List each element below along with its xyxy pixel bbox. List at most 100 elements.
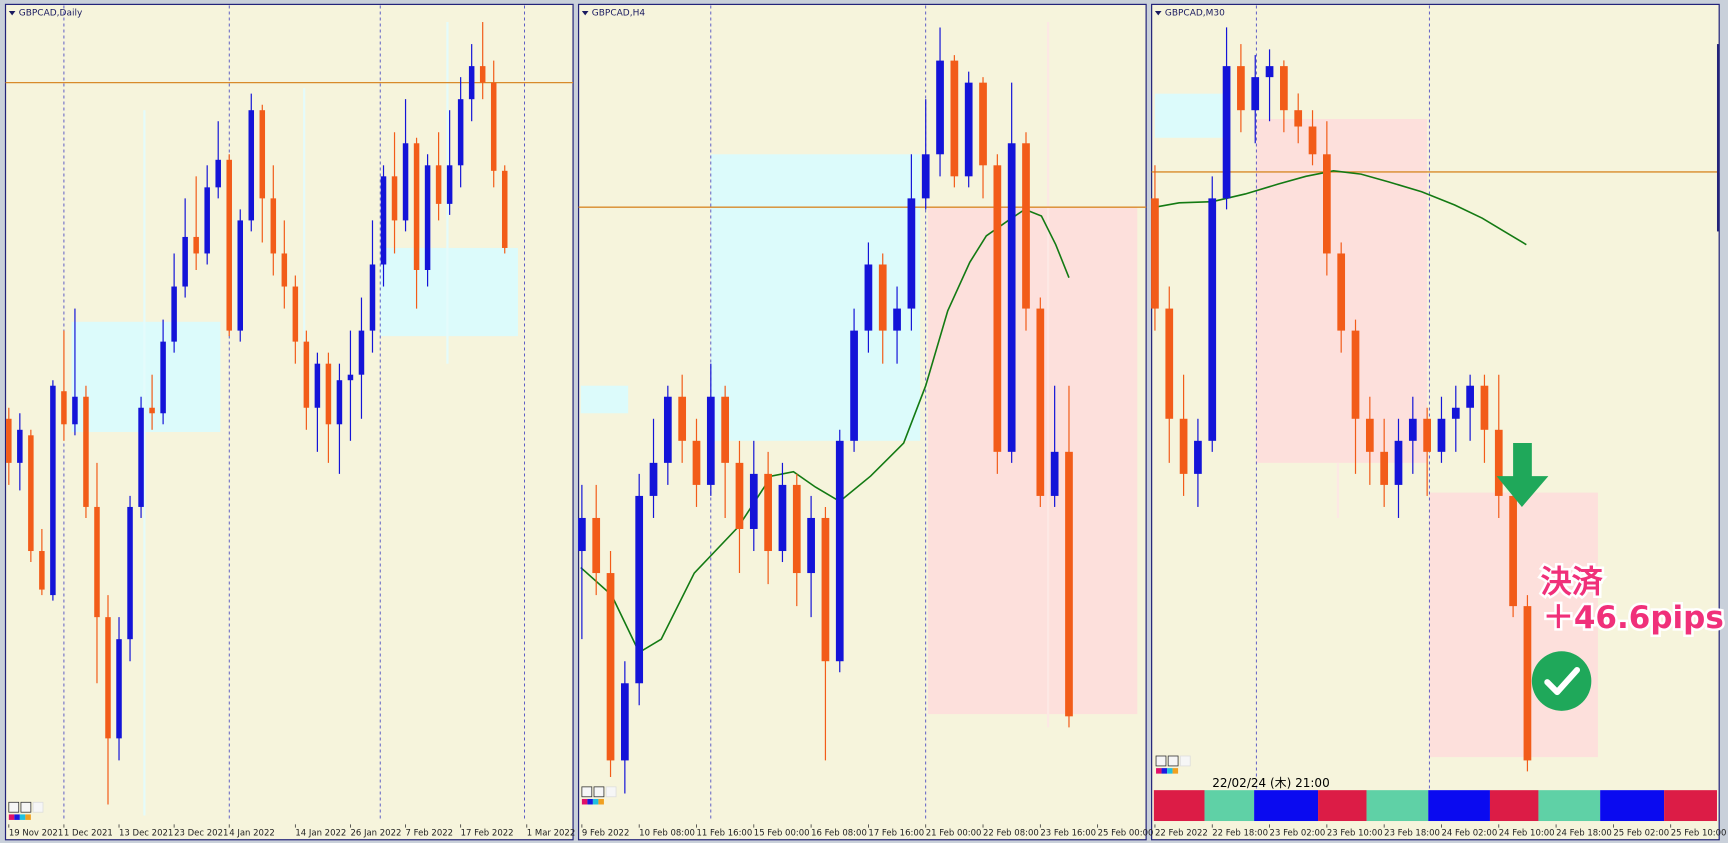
candle-body	[878, 264, 887, 331]
candle-body	[446, 165, 453, 204]
candle-body	[435, 165, 442, 204]
candle-body	[893, 308, 901, 331]
candle-body	[921, 154, 930, 199]
x-tick-label: 22 Feb 2022	[1155, 829, 1208, 839]
x-tick-label: 23 Feb 18:00	[1384, 829, 1440, 839]
x-tick-label: 16 Feb 08:00	[811, 829, 867, 839]
candle-body	[1466, 385, 1474, 408]
x-tick-label: 17 Feb 2022	[461, 829, 514, 839]
candle-body	[1408, 418, 1417, 441]
candle-body	[83, 396, 89, 507]
zone	[380, 247, 518, 337]
candle-body	[1423, 418, 1431, 452]
candle-body	[1437, 418, 1446, 452]
candle-body	[1179, 418, 1188, 474]
candle-body	[950, 60, 959, 177]
candle-body	[160, 341, 166, 414]
candle-body	[778, 484, 787, 552]
x-tick-label: 23 Feb 16:00	[1040, 829, 1096, 839]
x-tick-label: 15 Feb 00:00	[754, 829, 810, 839]
candle-body	[764, 473, 772, 552]
x-tick-label: 23 Feb 02:00	[1270, 829, 1326, 839]
candle-body	[391, 176, 398, 221]
candle-body	[1337, 253, 1346, 331]
candle-body	[1351, 330, 1360, 419]
candle-body	[215, 159, 221, 188]
candle-body	[50, 385, 56, 596]
candle-body	[259, 110, 266, 199]
candle-body	[39, 551, 45, 590]
moving-average	[580, 208, 1070, 654]
candle-body	[292, 286, 299, 342]
candle-body	[358, 330, 365, 375]
x-tick-label: 19 Nov 2021	[9, 829, 63, 839]
candle-body	[28, 435, 34, 552]
candle-body	[270, 198, 277, 254]
tool-swatch	[598, 798, 604, 805]
candle-body	[807, 517, 815, 574]
session-band	[1366, 790, 1429, 822]
x-tick-label: 25 Feb 00:00	[1098, 829, 1154, 839]
session-band	[1153, 790, 1205, 822]
candle-body	[692, 440, 701, 485]
x-tick-label: 4 Jan 2022	[229, 829, 275, 839]
title-arrow	[1154, 11, 1162, 16]
tool-swatch	[25, 814, 31, 820]
candle-body	[606, 573, 615, 761]
candle-body	[979, 82, 987, 166]
zone	[927, 207, 1138, 715]
tool-swatch	[8, 814, 15, 820]
tool-icon	[593, 786, 605, 798]
candle-body	[1394, 440, 1403, 485]
candle-body	[61, 391, 67, 425]
tool-swatch	[1172, 768, 1179, 774]
x-tick-label: 9 Feb 2022	[582, 829, 630, 839]
tool-icon	[605, 786, 617, 798]
zone	[71, 321, 221, 432]
candle-body	[457, 99, 464, 166]
x-tick-label: 14 Jan 2022	[295, 829, 346, 839]
candle-body	[1280, 66, 1288, 111]
candle-body	[592, 517, 601, 574]
candle-body	[127, 506, 133, 640]
tool-icon	[581, 786, 593, 798]
candle-body	[1265, 66, 1274, 78]
candle-body	[501, 170, 508, 248]
candle-body	[1323, 154, 1331, 254]
x-tick-label: 17 Feb 16:00	[868, 829, 924, 839]
candle-body	[1151, 198, 1159, 309]
candle-body	[964, 82, 973, 177]
candle-body	[1308, 126, 1317, 155]
tool-swatch	[14, 814, 20, 820]
candle-body	[835, 440, 844, 662]
x-tick-label: 11 Feb 16:00	[696, 829, 752, 839]
session-band	[1664, 790, 1717, 822]
annotation: 決済	[1541, 565, 1604, 601]
candle-body	[72, 396, 78, 425]
tool-icon	[20, 801, 32, 813]
candle-body	[1237, 66, 1245, 111]
x-tick-label: 25 Feb 02:00	[1613, 829, 1669, 839]
session-band	[1600, 790, 1665, 822]
candle-body	[105, 617, 111, 739]
candle-body	[479, 66, 486, 83]
candle-body	[821, 517, 830, 662]
x-tick-label: 22 Feb 08:00	[983, 829, 1039, 839]
tool-icon	[8, 801, 20, 813]
candle-body	[1050, 451, 1059, 496]
title-arrow	[581, 11, 589, 16]
zone	[1154, 93, 1226, 138]
tool-swatch	[1161, 768, 1168, 774]
candle-body	[468, 66, 475, 100]
candle-body	[621, 683, 629, 761]
tool-swatch	[19, 814, 26, 820]
candle-body	[749, 473, 758, 529]
candle-body	[149, 407, 155, 414]
zone	[710, 154, 921, 441]
candle-body	[237, 220, 243, 331]
title-arrow	[8, 11, 16, 16]
candle-body	[1251, 77, 1260, 111]
candle-body	[226, 159, 232, 331]
